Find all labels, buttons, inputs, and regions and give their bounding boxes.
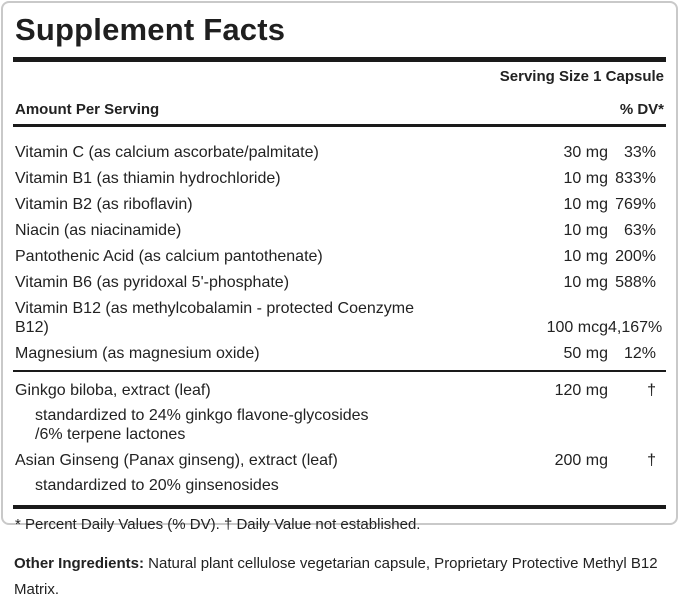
ingredient-row-block: Magnesium (as magnesium oxide) 50 mg 12% — [13, 337, 666, 363]
ingredient-row-block: Niacin (as niacinamide) 10 mg 63% — [13, 214, 666, 240]
ingredient-name: Vitamin B2 (as riboflavin) — [15, 196, 193, 213]
ingredient-name: Pantothenic Acid (as calcium pantothenat… — [15, 248, 323, 265]
ingredient-row-block: Vitamin B2 (as riboflavin) 10 mg 769% — [13, 188, 666, 214]
serving-size: Serving Size 1 Capsule — [499, 68, 664, 85]
column-header-row: Amount Per Serving % DV* — [13, 100, 666, 119]
ingredient-name: Vitamin B12 (as methylcobalamin - protec… — [15, 300, 414, 336]
table-row: Vitamin B1 (as thiamin hydrochloride) 10… — [13, 162, 666, 188]
other-ingredients-label: Other Ingredients: — [14, 555, 145, 572]
table-row: Niacin (as niacinamide) 10 mg 63% — [13, 214, 666, 240]
ingredient-dv: 33% — [623, 144, 656, 161]
ingredient-name: Ginkgo biloba, extract (leaf) — [15, 382, 211, 399]
table-row: Asian Ginseng (Panax ginseng), extract (… — [13, 444, 666, 470]
ingredient-amount: 200 mg — [554, 452, 608, 469]
percent-dv-header: % DV* — [619, 101, 664, 118]
ingredient-dv: † — [647, 382, 656, 399]
panel-title: Supplement Facts — [15, 12, 286, 47]
table-row: Pantothenic Acid (as calcium pantothenat… — [13, 240, 666, 266]
ingredient-amount: 10 mg — [563, 196, 608, 213]
ingredient-amount: 10 mg — [563, 248, 608, 265]
ingredient-amount: 120 mg — [554, 382, 608, 399]
table-row: Vitamin B6 (as pyridoxal 5'-phosphate) 1… — [13, 266, 666, 292]
ingredient-dv: 833% — [615, 170, 656, 187]
ingredient-name: Niacin (as niacinamide) — [15, 222, 182, 239]
daily-value-footnote: * Percent Daily Values (% DV). † Daily V… — [15, 516, 421, 533]
table-row: Vitamin C (as calcium ascorbate/palmitat… — [13, 136, 666, 162]
ingredient-amount: 10 mg — [563, 170, 608, 187]
ingredient-dv: 12% — [623, 345, 656, 362]
ingredient-amount: 10 mg — [563, 274, 608, 291]
ingredient-name: Asian Ginseng (Panax ginseng), extract (… — [15, 452, 338, 469]
header-divider-rule — [13, 124, 666, 127]
table-row: Ginkgo biloba, extract (leaf) 120 mg † — [13, 374, 666, 400]
table-row: Vitamin B12 (as methylcobalamin - protec… — [13, 292, 666, 337]
ingredient-row-block: Vitamin B6 (as pyridoxal 5'-phosphate) 1… — [13, 266, 666, 292]
amount-per-serving-header: Amount Per Serving — [15, 101, 160, 118]
ingredient-dv: 769% — [615, 196, 656, 213]
ingredient-amount: 10 mg — [563, 222, 608, 239]
ingredient-dv: † — [647, 452, 656, 469]
ingredient-dv: 63% — [623, 222, 656, 239]
ingredient-row-block: Vitamin B12 (as methylcobalamin - protec… — [13, 292, 666, 337]
ingredient-rows: Vitamin C (as calcium ascorbate/palmitat… — [13, 136, 666, 495]
ingredient-dv: 588% — [615, 274, 656, 291]
ingredient-row-block: Vitamin C (as calcium ascorbate/palmitat… — [13, 136, 666, 162]
ingredient-amount: 50 mg — [563, 345, 608, 362]
ingredient-name: Vitamin B1 (as thiamin hydrochloride) — [15, 170, 281, 187]
ingredient-name: Vitamin B6 (as pyridoxal 5'-phosphate) — [15, 274, 290, 291]
supplement-facts-panel: Supplement Facts Serving Size 1 Capsule … — [1, 1, 678, 533]
footnote-divider-bar — [13, 505, 666, 509]
ingredient-name: Magnesium (as magnesium oxide) — [15, 345, 260, 362]
ingredient-standardization: standardized to 24% ginkgo flavone-glyco… — [35, 407, 369, 443]
ingredient-dv: 4,167% — [608, 319, 663, 336]
ingredient-row-block: Ginkgo biloba, extract (leaf) 120 mg † s… — [13, 370, 666, 444]
title-divider-bar — [13, 57, 666, 62]
table-row: Magnesium (as magnesium oxide) 50 mg 12% — [13, 337, 666, 363]
ingredient-row-block: Asian Ginseng (Panax ginseng), extract (… — [13, 444, 666, 495]
ingredient-dv: 200% — [615, 248, 656, 265]
ingredient-amount: 30 mg — [563, 144, 608, 161]
ingredient-name: Vitamin C (as calcium ascorbate/palmitat… — [15, 144, 319, 161]
ingredient-row-block: Pantothenic Acid (as calcium pantothenat… — [13, 240, 666, 266]
table-row: Vitamin B2 (as riboflavin) 10 mg 769% — [13, 188, 666, 214]
ingredient-row-block: Vitamin B1 (as thiamin hydrochloride) 10… — [13, 162, 666, 188]
ingredient-standardization: standardized to 20% ginsenosides — [35, 477, 279, 494]
other-ingredients: Other Ingredients: Natural plant cellulo… — [14, 551, 664, 603]
ingredient-amount: 100 mcg — [546, 319, 608, 336]
